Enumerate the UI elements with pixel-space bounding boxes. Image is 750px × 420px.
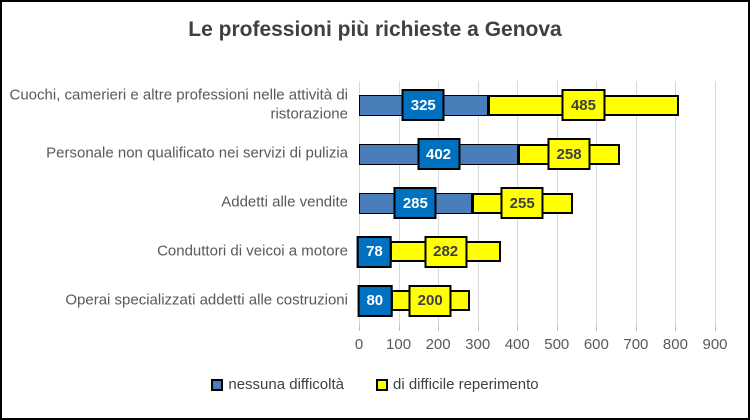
gridline [715, 81, 716, 325]
bar-value-label: 255 [500, 187, 544, 219]
axis-tick [675, 325, 677, 331]
bar-value-label: 485 [561, 89, 605, 122]
gridline [675, 81, 677, 325]
bar-value-label: 200 [408, 284, 452, 317]
x-tick-label: 300 [465, 336, 491, 353]
bar-value-label: 258 [547, 138, 591, 171]
category-label: Addetti alle vendite [221, 193, 348, 211]
gridline [635, 81, 637, 325]
legend-item: nessuna difficoltà [211, 376, 344, 393]
legend-swatch [211, 378, 224, 391]
x-tick-label: 100 [386, 336, 412, 353]
bar-value-label: 80 [357, 284, 393, 317]
bar-value-label: 282 [424, 235, 468, 268]
axis-tick [477, 325, 479, 331]
bar-value-label: 78 [357, 235, 392, 268]
axis-tick [635, 325, 637, 331]
axis-tick [359, 325, 360, 331]
axis-tick [556, 325, 558, 331]
legend-label: nessuna difficoltà [228, 376, 344, 393]
legend-label: di difficile reperimento [393, 376, 539, 393]
axis-tick [715, 325, 716, 331]
x-tick-label: 200 [425, 336, 451, 353]
x-tick-label: 600 [583, 336, 609, 353]
legend-item: di difficile reperimento [376, 376, 539, 393]
gridline [596, 81, 598, 325]
category-label: Conduttori di veicoi a motore [157, 242, 348, 260]
category-label: Personale non qualificato nei servizi di… [46, 144, 348, 162]
x-tick-label: 900 [702, 336, 728, 353]
bar-value-label: 285 [393, 187, 437, 219]
x-tick-label: 500 [544, 336, 570, 353]
bar-value-label: 402 [416, 138, 461, 171]
axis-tick [398, 325, 400, 331]
category-label: Operai specializzati addetti alle costru… [65, 291, 348, 309]
legend-swatch [376, 378, 388, 391]
chart-title: Le professioni più richieste a Genova [188, 18, 562, 41]
category-label: Cuochi, camerieri e altre professioni ne… [9, 86, 349, 123]
x-tick-label: 800 [662, 336, 688, 353]
axis-tick [596, 325, 598, 331]
legend: nessuna difficoltà di difficile reperimen… [2, 376, 748, 393]
x-tick-label: 400 [504, 336, 530, 353]
axis-tick [517, 325, 519, 331]
bar-value-label: 325 [401, 89, 445, 122]
x-tick-label: 700 [623, 336, 649, 353]
x-tick-label: 0 [354, 336, 364, 353]
axis-tick [438, 325, 440, 331]
